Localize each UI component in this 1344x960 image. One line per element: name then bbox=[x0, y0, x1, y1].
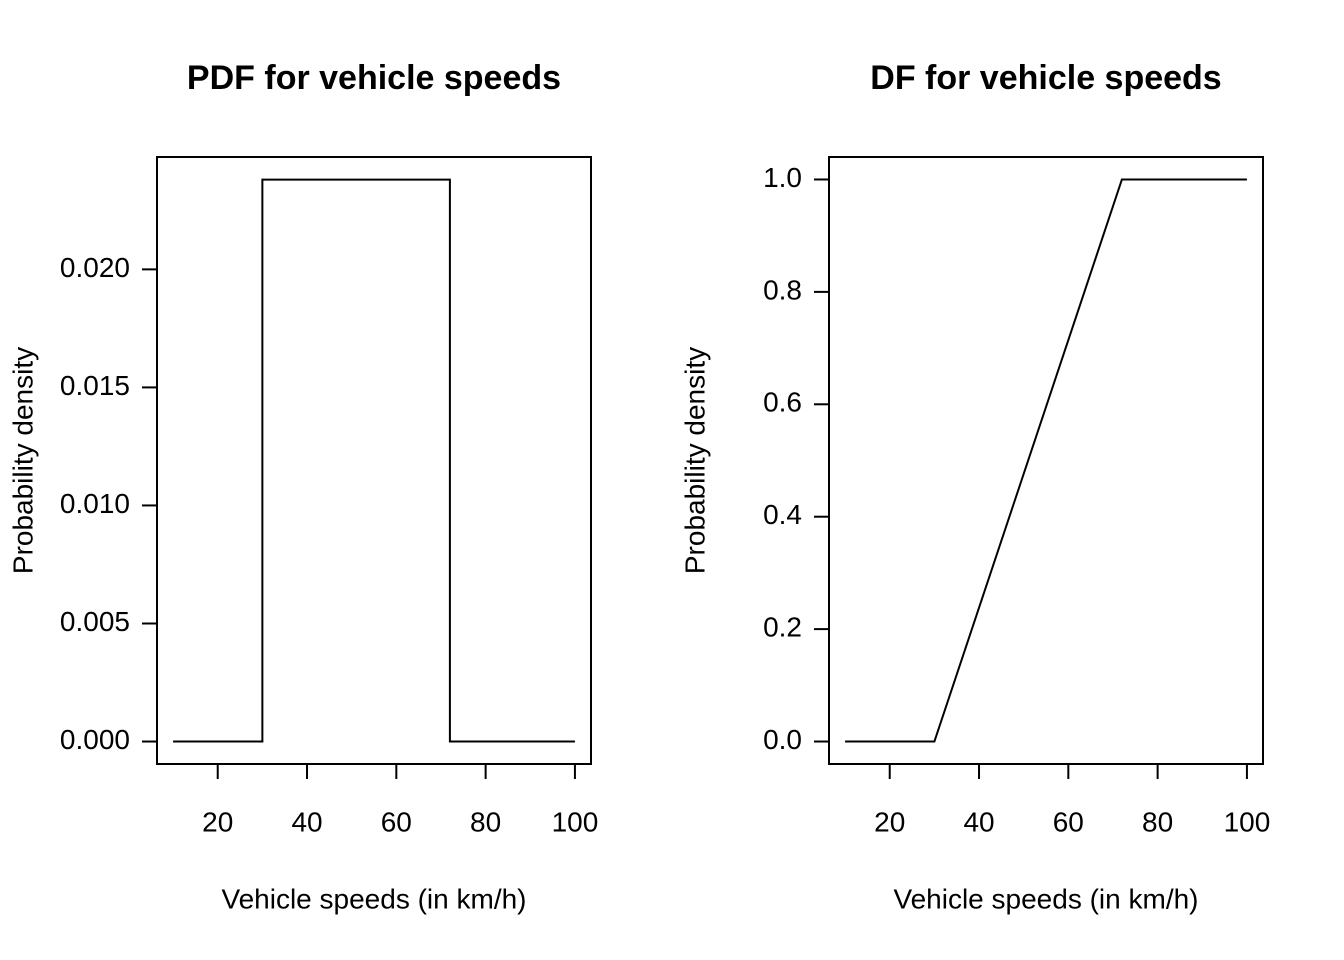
plot-frame bbox=[156, 156, 592, 765]
x-axis-label: Vehicle speeds (in km/h) bbox=[893, 883, 1198, 914]
y-tick-label: 0.015 bbox=[60, 370, 130, 401]
x-tick-label: 20 bbox=[202, 806, 233, 837]
y-tick-label: 0.6 bbox=[763, 387, 802, 418]
chart-title: PDF for vehicle speeds bbox=[187, 59, 561, 97]
y-tick-label: 1.0 bbox=[763, 162, 802, 193]
y-axis-label: Probability density bbox=[679, 347, 710, 574]
x-tick-label: 40 bbox=[291, 806, 322, 837]
x-tick-label: 60 bbox=[381, 806, 412, 837]
y-axis-label: Probability density bbox=[7, 347, 38, 574]
y-tick-label: 0.020 bbox=[60, 252, 130, 283]
data-line bbox=[173, 178, 575, 743]
plot-frame bbox=[828, 156, 1264, 765]
x-axis-label: Vehicle speeds (in km/h) bbox=[221, 883, 526, 914]
y-tick-label: 0.000 bbox=[60, 724, 130, 755]
x-tick-label: 100 bbox=[552, 806, 599, 837]
y-tick-label: 0.4 bbox=[763, 499, 802, 530]
y-tick-label: 0.0 bbox=[763, 724, 802, 755]
y-tick-label: 0.005 bbox=[60, 606, 130, 637]
y-tick-label: 0.8 bbox=[763, 274, 802, 305]
y-tick-label: 0.2 bbox=[763, 612, 802, 643]
x-tick-label: 80 bbox=[470, 806, 501, 837]
x-tick-label: 20 bbox=[874, 806, 905, 837]
data-line bbox=[845, 178, 1247, 743]
x-tick-label: 100 bbox=[1224, 806, 1271, 837]
x-tick-label: 60 bbox=[1053, 806, 1084, 837]
chart-title: DF for vehicle speeds bbox=[870, 59, 1221, 97]
x-tick-label: 40 bbox=[963, 806, 994, 837]
y-tick-label: 0.010 bbox=[60, 488, 130, 519]
x-tick-label: 80 bbox=[1142, 806, 1173, 837]
